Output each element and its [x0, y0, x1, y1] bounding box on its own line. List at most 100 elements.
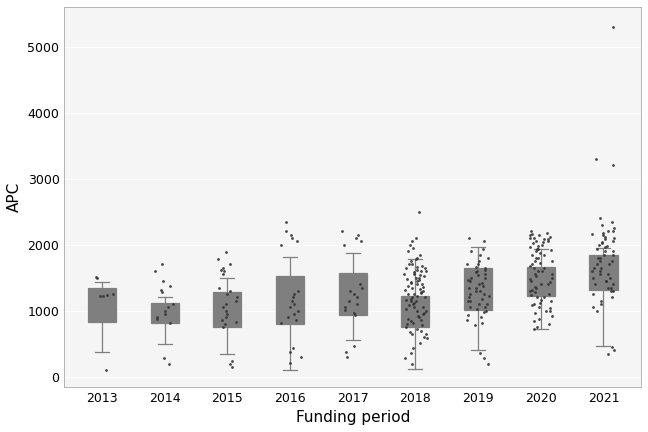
- Point: [542, 236, 553, 243]
- Point: [531, 237, 541, 244]
- Point: [419, 273, 430, 280]
- Point: [408, 319, 418, 326]
- Point: [596, 297, 606, 304]
- Point: [609, 347, 619, 354]
- Point: [477, 319, 487, 326]
- Point: [406, 261, 417, 268]
- Point: [95, 293, 106, 300]
- Point: [535, 231, 545, 238]
- Point: [595, 254, 605, 261]
- Point: [544, 278, 555, 285]
- Point: [600, 248, 610, 255]
- Point: [227, 357, 238, 364]
- Point: [608, 225, 619, 232]
- Point: [462, 261, 472, 268]
- Point: [340, 307, 350, 314]
- Point: [481, 307, 491, 314]
- Point: [283, 314, 294, 321]
- Point: [163, 304, 173, 311]
- Point: [589, 264, 599, 271]
- Point: [546, 270, 557, 277]
- Point: [526, 292, 536, 299]
- Point: [402, 321, 412, 327]
- Point: [600, 236, 610, 243]
- Point: [417, 287, 428, 294]
- Point: [607, 281, 618, 288]
- Point: [404, 261, 414, 268]
- Point: [529, 318, 539, 325]
- Point: [287, 344, 297, 351]
- Point: [409, 270, 419, 277]
- Point: [231, 318, 241, 325]
- Point: [291, 317, 301, 324]
- Point: [102, 292, 112, 299]
- Point: [463, 298, 474, 305]
- Point: [220, 321, 231, 327]
- Point: [540, 307, 551, 314]
- PathPatch shape: [213, 292, 242, 327]
- Point: [590, 156, 601, 162]
- Point: [408, 301, 418, 308]
- Point: [352, 301, 362, 308]
- Point: [531, 254, 542, 261]
- Point: [406, 317, 417, 324]
- Point: [526, 228, 536, 235]
- Point: [415, 288, 426, 295]
- Point: [536, 297, 546, 304]
- Point: [408, 344, 418, 351]
- Point: [411, 307, 422, 314]
- Point: [351, 235, 361, 241]
- Point: [289, 311, 299, 318]
- Point: [545, 307, 555, 314]
- Point: [608, 235, 619, 241]
- Point: [411, 281, 422, 288]
- Point: [401, 265, 411, 272]
- Point: [418, 304, 428, 311]
- Point: [402, 282, 413, 289]
- Point: [588, 304, 599, 311]
- Point: [220, 301, 231, 308]
- Point: [409, 300, 419, 307]
- Point: [527, 231, 538, 238]
- Point: [285, 304, 295, 311]
- Point: [399, 271, 410, 278]
- Point: [471, 269, 481, 276]
- Point: [478, 308, 489, 315]
- Point: [101, 367, 111, 374]
- Point: [406, 349, 416, 356]
- Point: [406, 297, 417, 304]
- Point: [608, 162, 618, 169]
- Point: [411, 292, 422, 299]
- Point: [462, 311, 472, 318]
- Point: [411, 298, 422, 305]
- Point: [404, 301, 414, 308]
- Point: [340, 304, 350, 311]
- Point: [421, 308, 432, 315]
- Point: [587, 274, 597, 281]
- Point: [160, 311, 170, 318]
- Point: [412, 254, 422, 261]
- Point: [476, 280, 487, 286]
- Point: [350, 312, 360, 319]
- Point: [607, 294, 617, 301]
- Point: [603, 284, 613, 291]
- Point: [594, 241, 604, 248]
- Point: [529, 235, 539, 241]
- Point: [527, 261, 537, 268]
- Point: [411, 326, 422, 333]
- Point: [474, 281, 485, 288]
- Point: [526, 277, 536, 284]
- Y-axis label: APC: APC: [7, 182, 22, 212]
- Point: [415, 251, 425, 258]
- Point: [406, 278, 416, 285]
- Point: [601, 277, 611, 284]
- Point: [222, 311, 233, 318]
- Point: [526, 302, 537, 309]
- Point: [602, 242, 612, 249]
- Point: [412, 277, 422, 284]
- Point: [419, 334, 430, 340]
- Point: [419, 264, 430, 271]
- Point: [478, 282, 488, 289]
- Point: [408, 245, 419, 251]
- Point: [482, 301, 492, 308]
